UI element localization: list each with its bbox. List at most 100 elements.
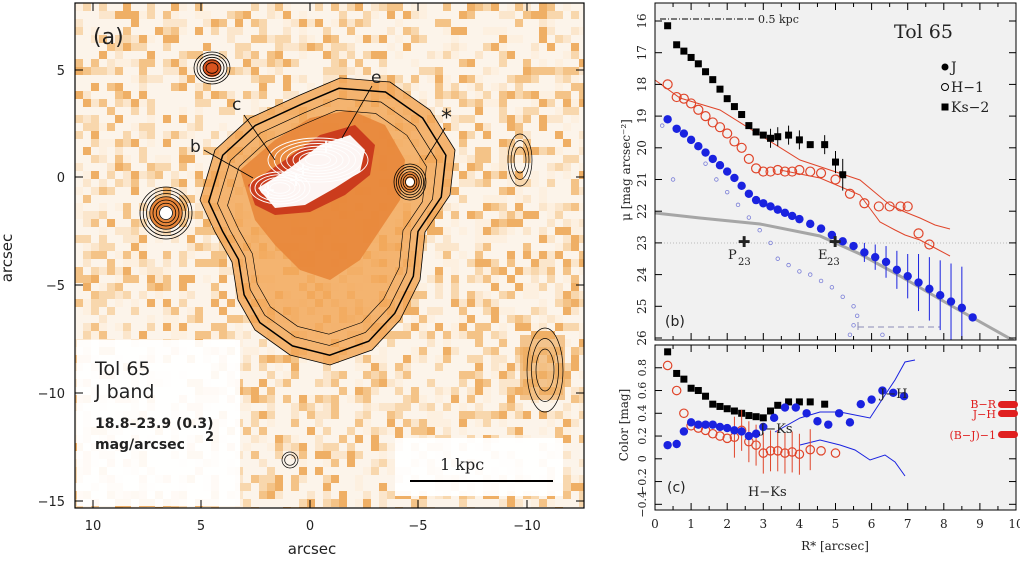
j-h-point <box>715 422 725 432</box>
e23-subscript: 23 <box>827 257 840 268</box>
j-point <box>715 161 725 170</box>
p23-marker: ✚ <box>738 233 751 251</box>
companion-contour <box>155 202 177 224</box>
excess-point <box>703 161 708 166</box>
image-panel-a: ✛✛✛✛ Tol 65 J band 18.8–23.9 (0.3) mag/a… <box>0 2 585 558</box>
y-tick-label: 0 <box>57 171 65 186</box>
j-ks-point <box>702 392 710 400</box>
x-tick-label: 1 <box>687 517 695 531</box>
ks-point <box>759 131 767 139</box>
j-h-point <box>708 420 717 429</box>
j-ks-point <box>664 348 672 356</box>
j-h-point <box>780 403 790 412</box>
knot-label-e: e <box>371 68 381 88</box>
j-point <box>663 115 672 124</box>
ks-point <box>694 60 702 68</box>
ks-point <box>716 85 724 93</box>
excess-point <box>880 332 885 338</box>
excess-point <box>786 262 791 268</box>
h-point <box>700 110 711 122</box>
h-point <box>815 168 827 179</box>
excess-point <box>797 269 802 274</box>
j-ks-point <box>694 387 702 395</box>
h-point <box>873 201 884 212</box>
j-ks-point <box>716 402 724 410</box>
feature-contour <box>531 338 559 402</box>
j-point <box>968 313 977 322</box>
star-upper-left <box>203 59 221 77</box>
y-tick-label: 24 <box>635 267 649 283</box>
knot-pointer-c <box>243 114 276 161</box>
curve-label-j-ks: J−Ks <box>758 422 793 437</box>
ks-point <box>752 128 760 136</box>
j-point <box>694 142 703 151</box>
j-point <box>730 173 739 183</box>
h-point <box>859 198 870 209</box>
j-h-point <box>856 399 865 409</box>
j-h-point <box>737 427 746 436</box>
j-point <box>708 154 717 164</box>
h-point <box>707 117 718 128</box>
h-point <box>765 166 776 177</box>
excess-point <box>670 177 676 182</box>
object-name-label: Tol 65 <box>94 358 151 380</box>
h-point <box>678 93 689 104</box>
feature-contour <box>513 146 527 174</box>
h-point <box>913 228 924 239</box>
h-point <box>671 91 682 103</box>
ks-point <box>680 47 688 55</box>
legend-marker-j <box>941 63 949 71</box>
panel-c-x-axis-label: R* [arcsec] <box>801 539 869 553</box>
y-tick-label: 18 <box>635 77 649 92</box>
companion-contour <box>152 199 180 227</box>
j-h-point <box>723 423 732 433</box>
h-point <box>805 166 816 177</box>
side-label-b-r: B−R <box>970 398 996 411</box>
y-tick-label: −15 <box>38 495 65 510</box>
star-contour <box>205 62 219 74</box>
h-point <box>714 122 726 133</box>
core-contour <box>254 174 306 202</box>
j-ks-point <box>759 414 767 422</box>
j-h-point <box>686 418 696 427</box>
y-tick-label: −0.4 <box>636 491 649 518</box>
j-ks-point <box>673 369 681 377</box>
h-point <box>729 136 740 147</box>
j-ks-point <box>774 401 782 409</box>
x-axis-label: arcsec <box>288 540 337 558</box>
ks-point <box>687 53 695 61</box>
j-point <box>744 189 754 198</box>
knot-label-c: c <box>232 95 241 115</box>
excess-point <box>725 189 730 195</box>
j-h-point <box>878 386 887 395</box>
x-tick-label: 2 <box>723 517 731 531</box>
h-point <box>895 201 906 212</box>
p23-subscript: 23 <box>738 257 751 268</box>
h-point <box>830 174 841 185</box>
j-point <box>723 167 732 176</box>
outer-isophote <box>207 87 447 356</box>
ks-point <box>709 76 717 84</box>
galaxy-image <box>150 59 565 400</box>
companion-contour <box>142 189 190 237</box>
h-ks-point <box>715 431 725 441</box>
x-tick-label: 10 <box>1008 517 1020 531</box>
core-contour <box>259 176 301 200</box>
color-profile-panel: J−Ks J−H H−Ks (c) B−R J−H (B−J)−1 0.8 0.6… <box>617 344 1020 553</box>
excess-point <box>757 228 762 233</box>
knot-label-b: b <box>190 137 201 157</box>
scale-bar-label: 1 kpc <box>440 455 484 474</box>
j-point <box>759 199 768 208</box>
feature-contour <box>535 348 555 392</box>
knot-contour <box>393 163 427 201</box>
star-contour <box>199 56 225 80</box>
side-bar-b-r <box>998 401 1018 408</box>
j-point <box>806 219 815 229</box>
core-contour <box>269 182 291 194</box>
star-contour <box>202 59 222 77</box>
e23-marker: ✚ <box>829 233 842 251</box>
j-h-point <box>672 439 681 449</box>
j-h-point <box>899 392 909 401</box>
band-label: J band <box>94 381 154 403</box>
excess-point <box>818 278 824 284</box>
